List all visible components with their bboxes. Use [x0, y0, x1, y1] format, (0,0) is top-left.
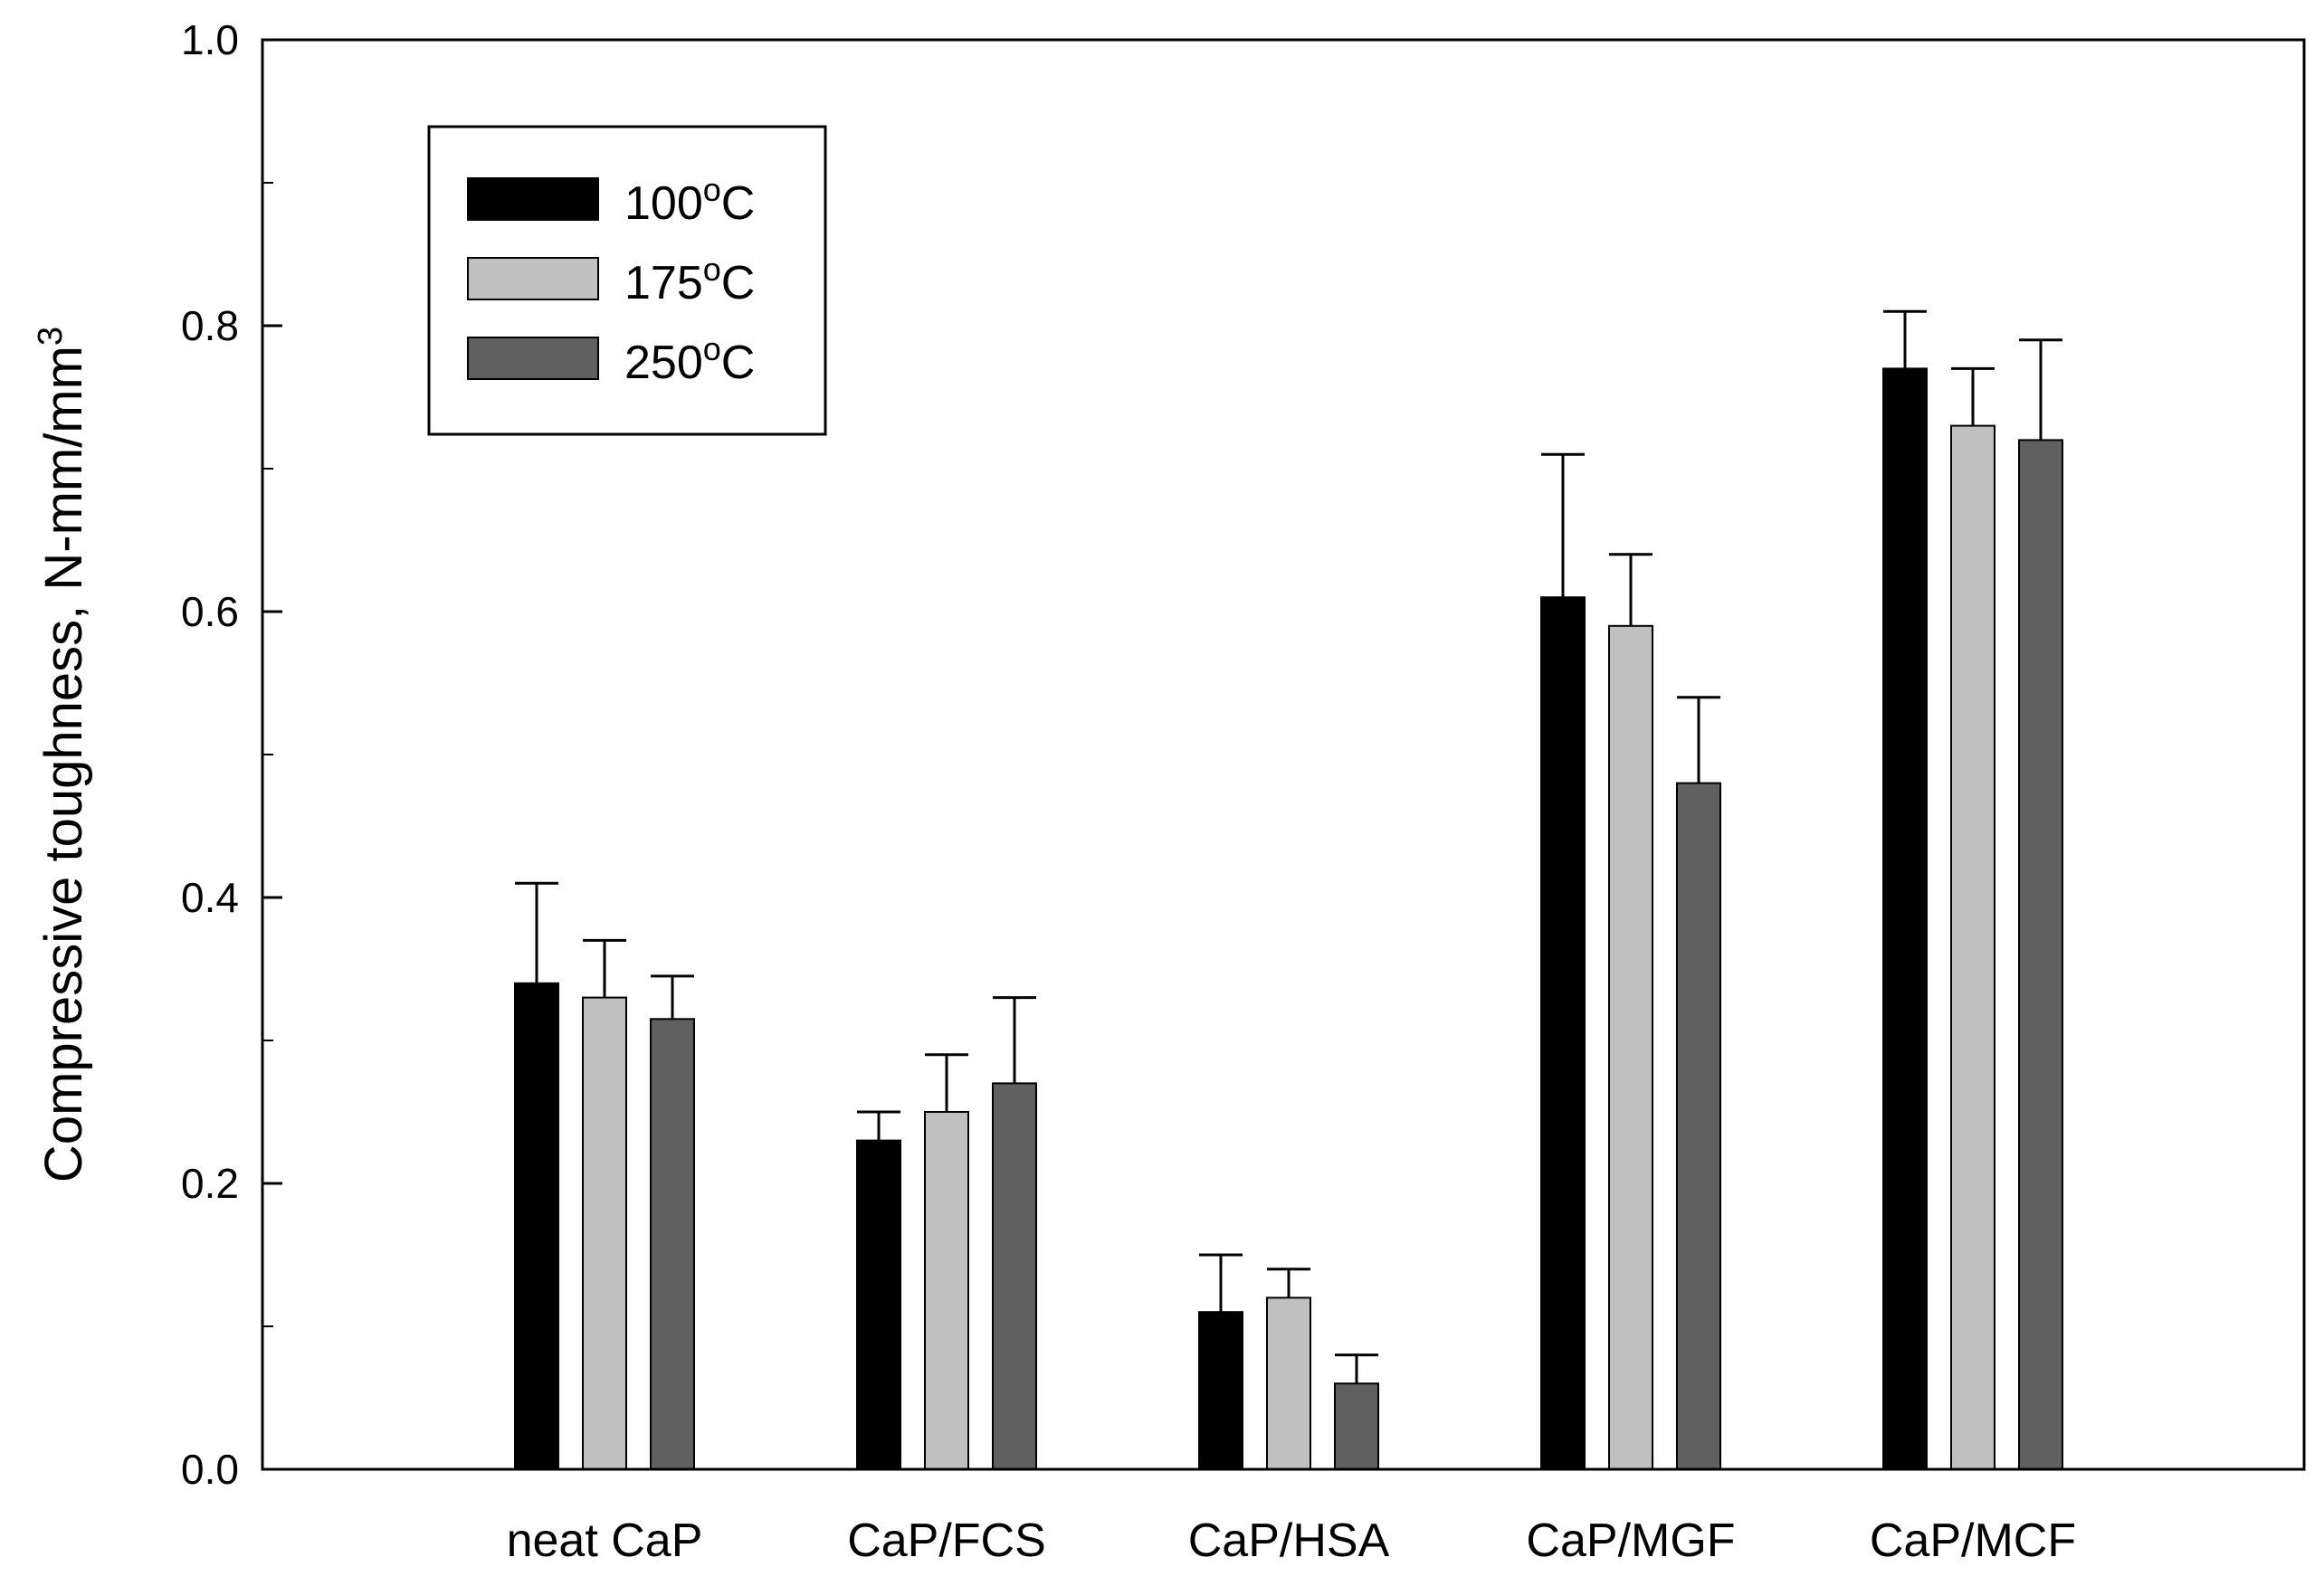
legend-label-100c: 100oC: [624, 171, 755, 230]
y-axis-title: Compressive toughness, N-mm/mm3: [32, 327, 93, 1182]
x-category-label: CaP/MGF: [1526, 1515, 1735, 1567]
bar-250c: [650, 1018, 695, 1471]
bar-250c: [1676, 782, 1721, 1470]
x-category-label: CaP/MCF: [1870, 1515, 2076, 1567]
legend-swatch-100c: [467, 177, 599, 221]
bar-100c: [1882, 367, 1928, 1470]
y-tick-label: 0.4: [181, 874, 239, 921]
y-tick-label: 0.6: [181, 588, 239, 635]
y-tick-label: 1.0: [181, 16, 239, 63]
bar-250c: [2018, 439, 2063, 1470]
x-category-label: CaP/HSA: [1188, 1515, 1390, 1567]
bar-100c: [1540, 596, 1586, 1470]
x-category-label: CaP/FCS: [847, 1515, 1046, 1567]
legend-label-250c: 250oC: [624, 330, 755, 389]
bar-250c: [992, 1082, 1037, 1471]
x-category-label: neat CaP: [507, 1515, 703, 1567]
bar-100c: [1198, 1311, 1243, 1470]
bar-100c: [856, 1139, 901, 1470]
legend: 100oC 175oC 250oC: [427, 125, 827, 436]
bar-175c: [924, 1111, 969, 1470]
legend-swatch-250c: [467, 337, 599, 380]
bar-250c: [1334, 1382, 1379, 1470]
y-tick-label: 0.8: [181, 302, 239, 349]
bar-175c: [1950, 424, 1995, 1471]
y-tick-label: 0.0: [181, 1446, 239, 1493]
bar-175c: [1266, 1296, 1311, 1471]
y-tick-label: 0.2: [181, 1160, 239, 1207]
bar-175c: [1608, 624, 1653, 1470]
legend-label-175c: 175oC: [624, 251, 755, 309]
plot-frame: [261, 38, 2306, 1471]
bar-175c: [582, 996, 627, 1470]
bar-100c: [514, 982, 559, 1471]
legend-swatch-175c: [467, 257, 599, 300]
bars-group: [514, 309, 2063, 1471]
axis-labels-group: 0.0 0.2 0.4 0.6 0.8 1.0 neat CaP CaP/FCS CaP/HSA…: [181, 16, 2076, 1567]
y-axis-title-superscript: 3: [32, 327, 70, 346]
